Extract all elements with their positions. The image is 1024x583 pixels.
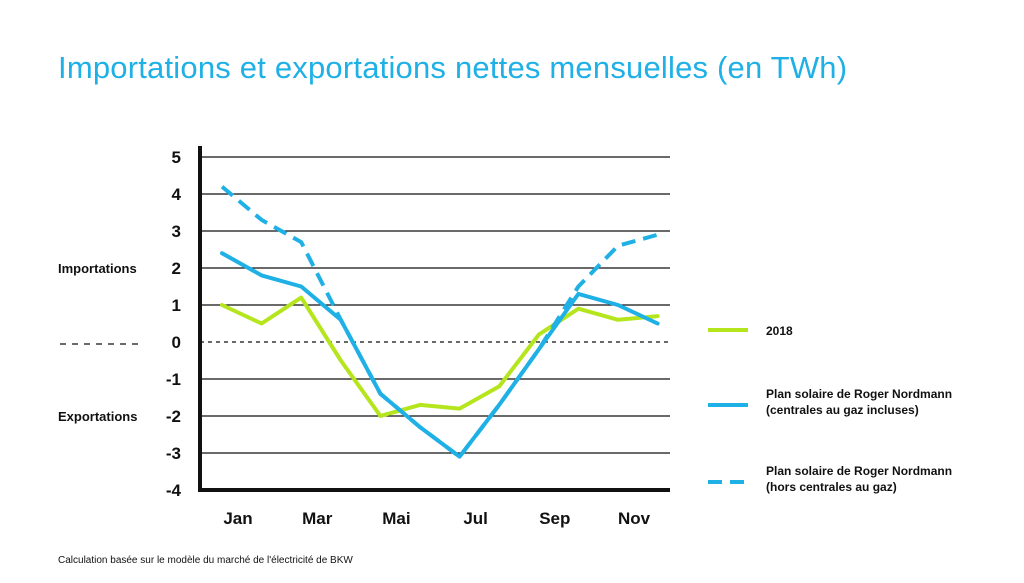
- y-tick-label: 5: [172, 148, 181, 167]
- y-tick-label: 2: [172, 259, 181, 278]
- y-tick-labels: 5 4 3 2 1 0 -1 -2 -3 -4: [166, 148, 182, 500]
- chart-title: Importations et exportations nettes mens…: [58, 50, 848, 85]
- x-tick-label: Mar: [302, 509, 333, 528]
- legend-label-2: (centrales au gaz incluses): [766, 403, 919, 417]
- x-tick-label: Jul: [463, 509, 488, 528]
- y-tick-label: 3: [172, 222, 181, 241]
- series-line-1: [220, 295, 660, 418]
- x-tick-label: Mai: [382, 509, 410, 528]
- legend-label-2: Plan solaire de Roger Nordmann: [766, 387, 952, 401]
- y-tick-label: 1: [172, 296, 181, 315]
- x-tick-labels: Jan Mar Mai Jul Sep Nov: [223, 509, 650, 528]
- series-line-3: [220, 185, 659, 459]
- y-tick-label: 4: [172, 185, 182, 204]
- legend-label-3: (hors centrales au gaz): [766, 480, 897, 494]
- legend-label-3: Plan solaire de Roger Nordmann: [766, 464, 952, 478]
- series-line-2: [220, 251, 660, 459]
- legend-label-1: 2018: [766, 324, 793, 338]
- y-tick-label: 0: [172, 333, 181, 352]
- x-tick-label: Nov: [618, 509, 651, 528]
- gridlines: [200, 156, 670, 454]
- y-tick-label: -3: [166, 444, 181, 463]
- x-tick-label: Sep: [539, 509, 570, 528]
- importations-label: Importations: [58, 261, 137, 276]
- footnote: Calculation basée sur le modèle du march…: [58, 555, 353, 566]
- series-lines: [220, 185, 660, 459]
- y-tick-label: -4: [166, 481, 182, 500]
- legend: 2018 Plan solaire de Roger Nordmann (centr…: [708, 324, 952, 494]
- axes: [198, 146, 670, 492]
- exportations-label: Exportations: [58, 409, 137, 424]
- y-tick-label: -2: [166, 407, 181, 426]
- y-tick-label: -1: [166, 370, 181, 389]
- x-tick-label: Jan: [223, 509, 252, 528]
